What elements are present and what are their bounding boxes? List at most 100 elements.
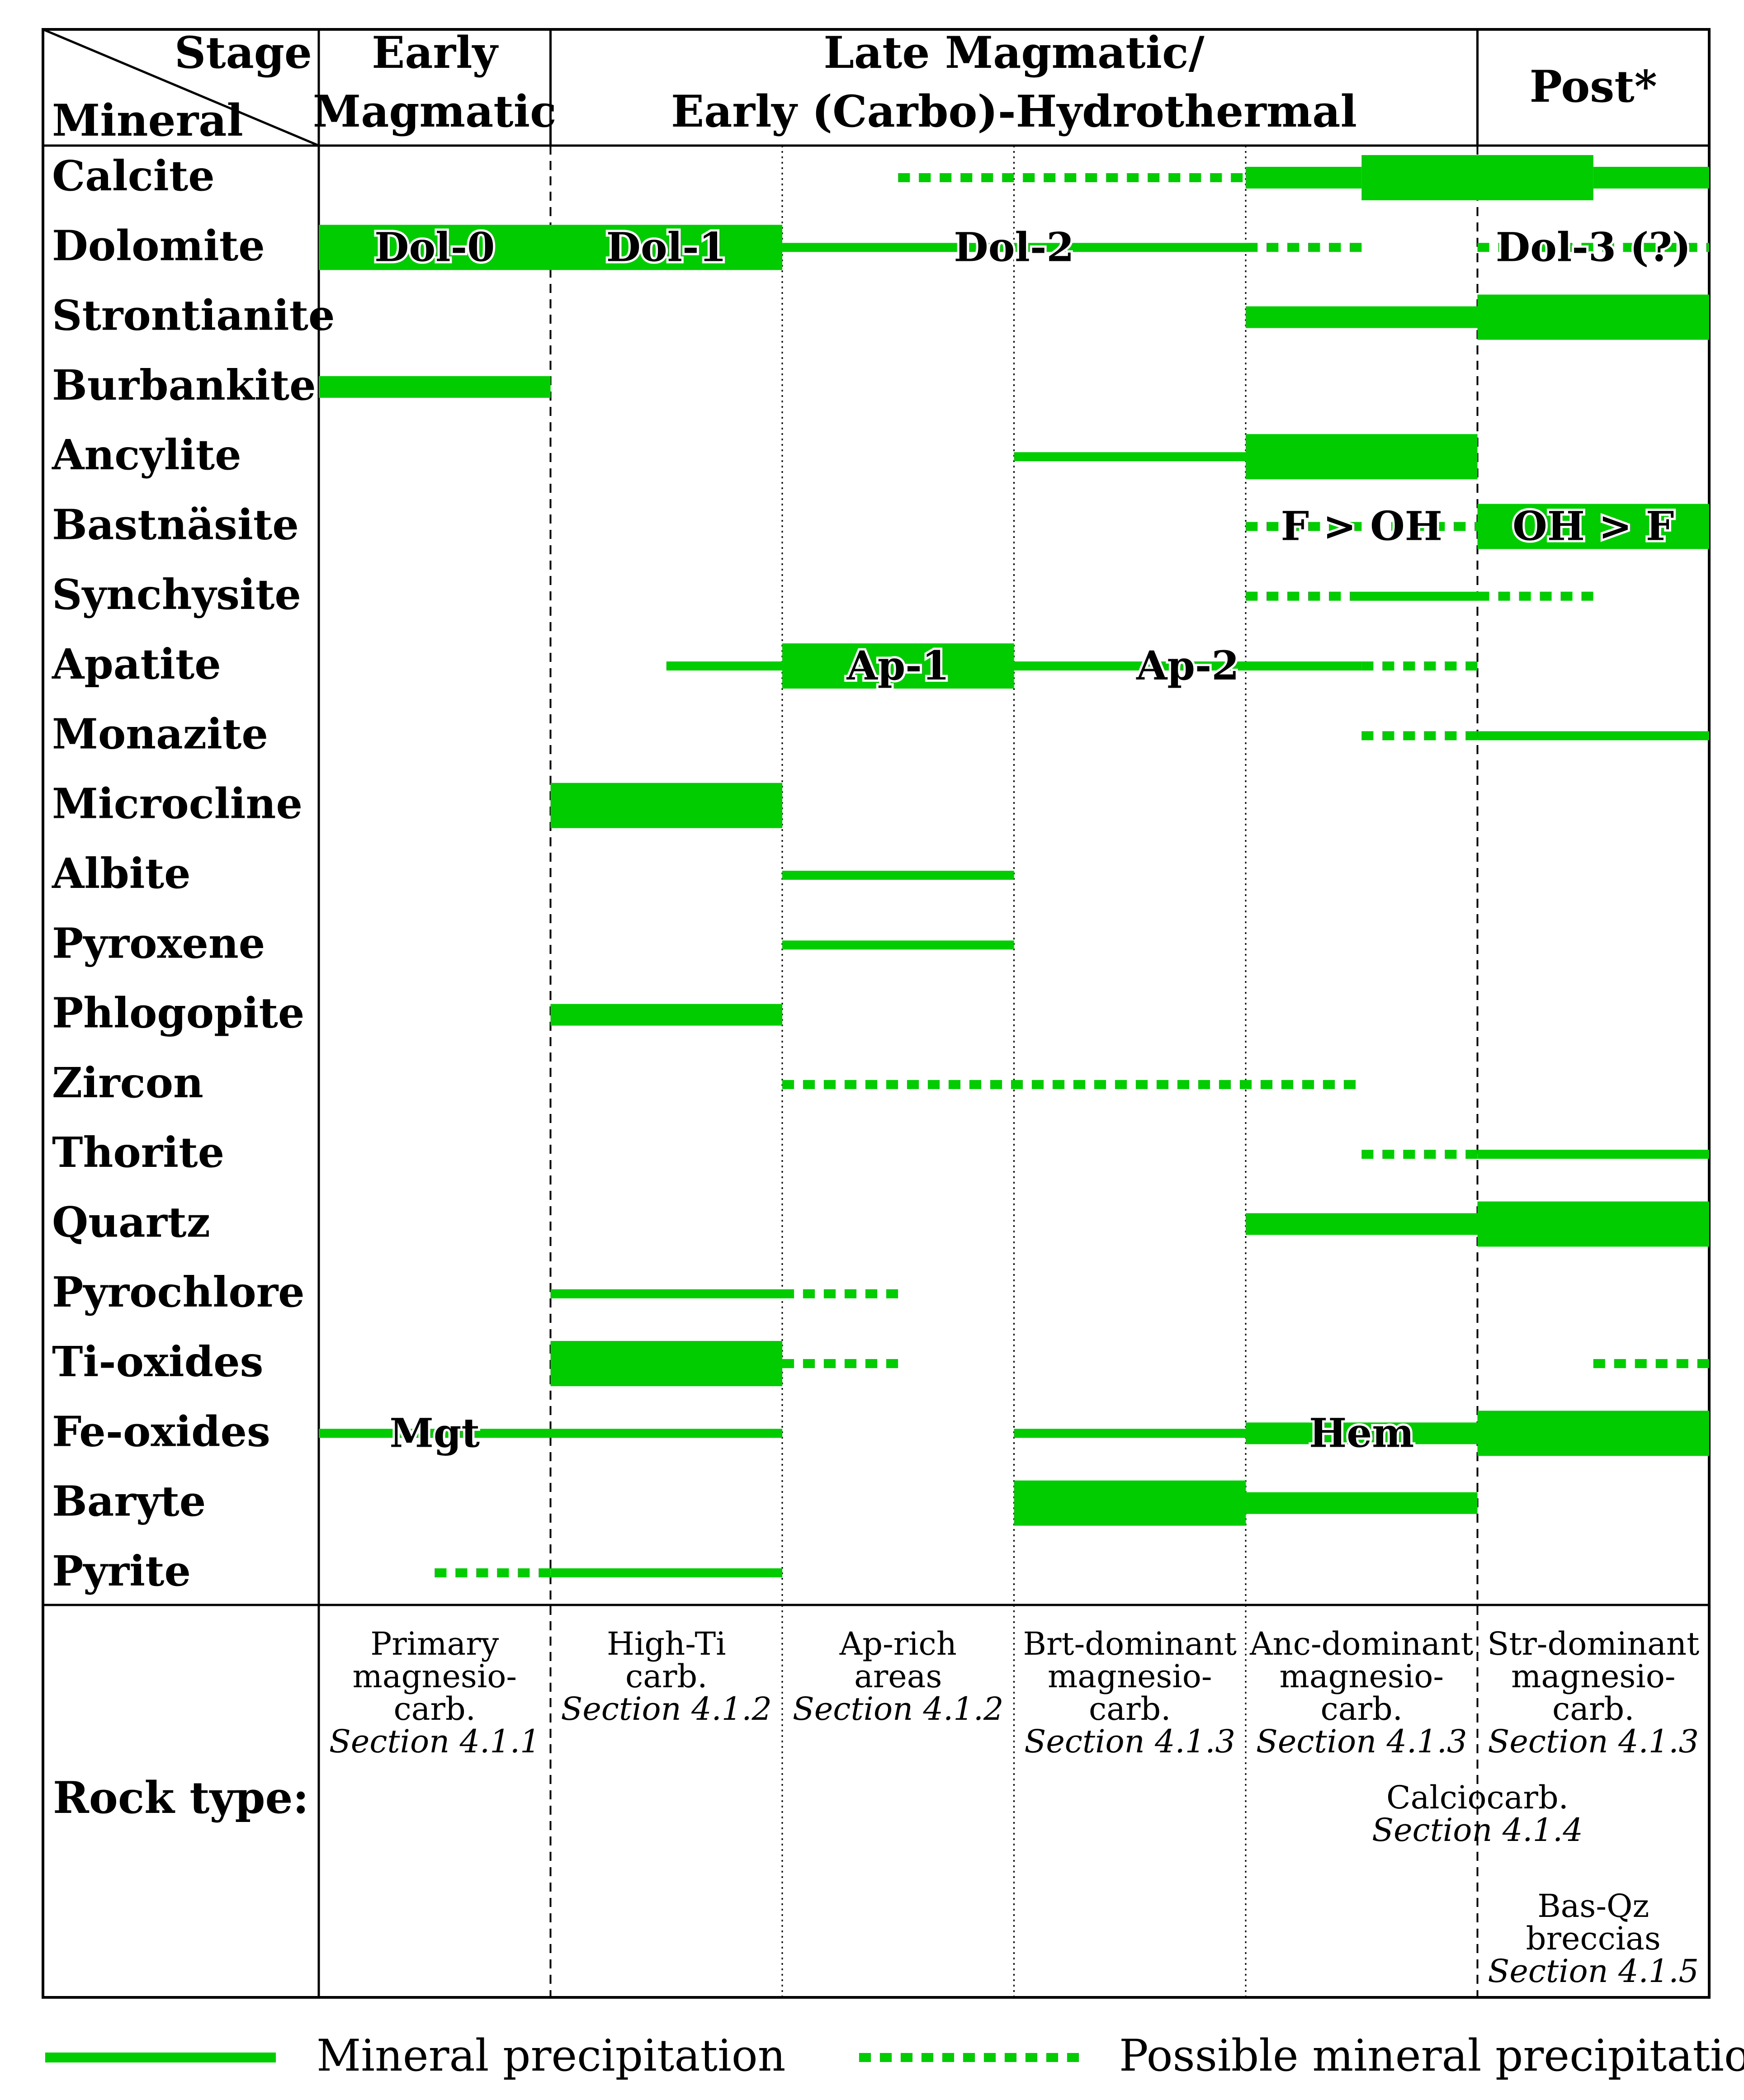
- precipitation-bar: [1477, 294, 1709, 340]
- rock-type-text: magnesio-: [1511, 1658, 1676, 1695]
- precipitation-bar: [1246, 1213, 1478, 1235]
- section-reference: Section 4.1.3: [1256, 1723, 1467, 1760]
- rock-type-text: Str-dominant: [1487, 1625, 1699, 1662]
- precipitation-bar: [1477, 1201, 1709, 1247]
- precipitation-bar: [1246, 167, 1362, 189]
- mineral-name: Dolomite: [52, 221, 265, 270]
- rock-type-text: Calciocarb.: [1386, 1779, 1569, 1816]
- precipitation-bar: [1477, 504, 1709, 549]
- phase-label: OH > F: [1512, 503, 1674, 550]
- precipitation-bar: [1014, 1480, 1246, 1526]
- precipitation-bar: [1350, 591, 1478, 601]
- mineral-name: Apatite: [52, 640, 221, 689]
- mineral-name: Ti-oxides: [52, 1337, 263, 1386]
- precipitation-bar: [550, 783, 782, 828]
- mineral-name: Monazite: [52, 709, 268, 758]
- precipitation-bar: [1477, 1150, 1709, 1159]
- phase-label: Hem: [1309, 1409, 1414, 1456]
- section-reference: Section 4.1.3: [1024, 1723, 1235, 1760]
- rock-type-text: carb.: [394, 1690, 476, 1727]
- rock-type-text: carb.: [1321, 1690, 1403, 1727]
- precipitation-bar: [782, 940, 1014, 950]
- precipitation-bar: [550, 1004, 782, 1026]
- mineral-name: Calcite: [52, 151, 215, 200]
- precipitation-bar: [1361, 155, 1593, 200]
- rock-type-text: breccias: [1526, 1920, 1661, 1957]
- rock-type-text: magnesio-: [1048, 1658, 1212, 1695]
- phase-label: Dol-1: [606, 223, 727, 270]
- phase-label: Dol-3 (?): [1496, 223, 1691, 270]
- mineral-name: Albite: [52, 849, 191, 898]
- precipitation-bar: [550, 1289, 782, 1298]
- mineral-name: Microcline: [52, 779, 302, 828]
- mineral-name: Phlogopite: [52, 989, 304, 1038]
- precipitation-bar: [319, 1429, 782, 1438]
- rock-type-text: areas: [854, 1658, 942, 1695]
- section-reference: Section 4.1.2: [561, 1690, 772, 1727]
- phase-label: Dol-2: [954, 223, 1074, 270]
- precipitation-bar: [782, 871, 1014, 880]
- rock-type-text: Brt-dominant: [1023, 1625, 1237, 1662]
- mineral-name: Bastnäsite: [52, 500, 299, 549]
- rock-type-text: Bas-Qz: [1537, 1888, 1649, 1925]
- stage-heading: Late Magmatic/: [823, 27, 1205, 78]
- precipitation-bar: [1477, 1411, 1709, 1456]
- precipitation-bar: [1246, 306, 1478, 328]
- rock-type-text: Ap-rich: [839, 1625, 957, 1662]
- phase-label: Ap-1: [846, 642, 950, 689]
- section-reference: Section 4.1.2: [793, 1690, 1004, 1727]
- section-reference: Section 4.1.1: [329, 1723, 540, 1760]
- precipitation-bar: [782, 643, 1014, 689]
- stage-heading: Magmatic: [313, 86, 557, 137]
- precipitation-bar: [1477, 731, 1709, 741]
- stage-label: Stage: [175, 27, 312, 78]
- precipitation-bar: [1246, 1492, 1478, 1514]
- phase-label: F > OH: [1281, 503, 1442, 550]
- phase-label: Dol-0: [374, 223, 495, 270]
- mineral-name: Baryte: [52, 1477, 206, 1526]
- rock-type-text: Primary: [370, 1625, 499, 1662]
- precipitation-bar: [1246, 1422, 1478, 1444]
- precipitation-bar: [319, 376, 551, 398]
- phase-label: Ap-2: [1136, 642, 1239, 689]
- precipitation-bar: [550, 1341, 782, 1387]
- rock-type-text: High-Ti: [607, 1625, 726, 1662]
- rock-type-text: carb.: [625, 1658, 707, 1695]
- rock-type-text: carb.: [1089, 1690, 1171, 1727]
- mineral-name: Zircon: [52, 1058, 203, 1107]
- precipitation-bar: [1593, 167, 1709, 189]
- precipitation-bar: [550, 1568, 782, 1577]
- precipitation-bar: [782, 243, 1246, 252]
- phase-label: Mgt: [389, 1409, 480, 1456]
- legend-solid-label: Mineral precipitation: [317, 2030, 785, 2081]
- mineral-name: Pyrochlore: [52, 1268, 305, 1317]
- precipitation-bar: [1014, 1429, 1246, 1438]
- mineral-name: Ancylite: [52, 430, 241, 479]
- stage-heading: Post*: [1530, 61, 1657, 112]
- section-reference: Section 4.1.4: [1372, 1812, 1583, 1849]
- section-reference: Section 4.1.5: [1488, 1953, 1699, 1990]
- legend-dotted-label: Possible mineral precipitation: [1119, 2030, 1744, 2081]
- rock-type-label: Rock type:: [53, 1772, 309, 1823]
- precipitation-bar: [550, 225, 782, 270]
- precipitation-bar: [666, 661, 782, 671]
- precipitation-bar: [1014, 452, 1246, 462]
- rock-type-text: carb.: [1552, 1690, 1634, 1727]
- stage-heading: Early (Carbo)-Hydrothermal: [671, 86, 1357, 137]
- mineral-name: Burbankite: [52, 361, 316, 410]
- mineral-name: Quartz: [52, 1198, 210, 1247]
- mineral-name: Thorite: [52, 1128, 224, 1177]
- rock-type-text: magnesio-: [1279, 1658, 1444, 1695]
- header-diagonal: [43, 28, 319, 147]
- mineral-name: Pyroxene: [52, 919, 265, 967]
- precipitation-bar: [319, 225, 551, 270]
- rock-type-text: Anc-dominant: [1249, 1625, 1473, 1662]
- mineral-name: Synchysite: [52, 570, 301, 619]
- precipitation-bar: [1014, 661, 1362, 671]
- mineral-label: Mineral: [52, 95, 243, 146]
- rock-type-text: magnesio-: [352, 1658, 517, 1695]
- legend-solid-swatch: [45, 2053, 276, 2062]
- table-frame: [42, 28, 1711, 1999]
